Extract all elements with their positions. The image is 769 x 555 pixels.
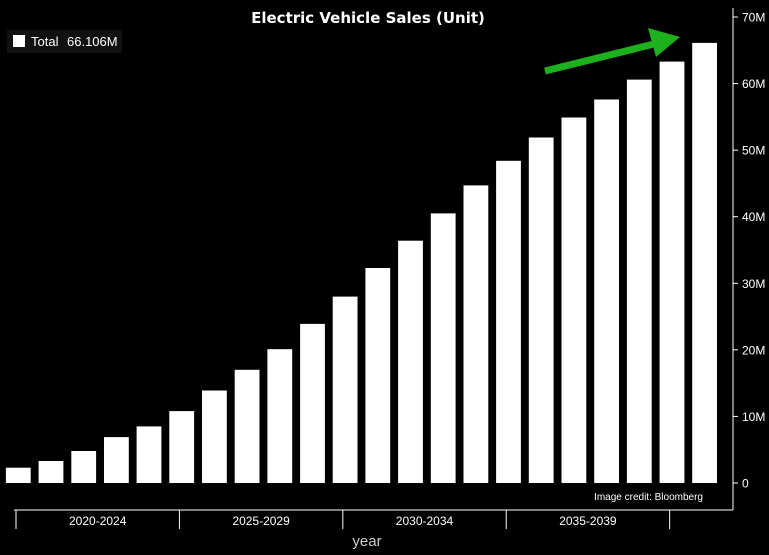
x-axis-label: year bbox=[352, 533, 381, 550]
bar bbox=[38, 461, 64, 483]
bar bbox=[300, 323, 325, 483]
bar bbox=[234, 369, 260, 483]
white-square-icon bbox=[13, 35, 25, 47]
bars-group bbox=[5, 42, 717, 484]
image-credit: Image credit: Bloomberg bbox=[594, 492, 703, 503]
y-tick-label: 20M bbox=[742, 343, 765, 357]
legend-background bbox=[7, 30, 122, 53]
bar bbox=[528, 137, 554, 483]
legend: Total 66.106M bbox=[7, 30, 122, 53]
bar bbox=[626, 79, 652, 483]
bar bbox=[398, 240, 423, 483]
bar bbox=[692, 42, 717, 484]
x-tick-label: 2025-2029 bbox=[232, 514, 290, 528]
x-tick-label: 2030-2034 bbox=[396, 514, 454, 528]
y-tick-label: 60M bbox=[742, 77, 765, 91]
y-tick-label: 30M bbox=[742, 277, 765, 291]
bar bbox=[332, 296, 358, 483]
x-ticks-group: 2020-2024 2025-2029 2030-2034 2035-2039 bbox=[15, 510, 671, 529]
legend-value: 66.106M bbox=[67, 34, 118, 49]
green-arrow-icon bbox=[544, 28, 680, 75]
bar bbox=[430, 213, 456, 483]
bar bbox=[594, 99, 619, 483]
bar bbox=[365, 268, 391, 483]
bar bbox=[463, 185, 489, 483]
bar bbox=[104, 437, 129, 483]
bar bbox=[71, 451, 97, 483]
chart-title: Electric Vehicle Sales (Unit) bbox=[251, 9, 485, 27]
y-tick-label: 50M bbox=[742, 144, 765, 158]
bar bbox=[5, 467, 31, 483]
bar bbox=[496, 160, 521, 484]
trend-arrow-head bbox=[648, 28, 680, 57]
x-tick-label: 2020-2024 bbox=[69, 514, 127, 528]
y-ticks-group: 0 10M 20M 30M 40M 50M 60M 70M bbox=[733, 11, 765, 491]
bar bbox=[136, 426, 162, 483]
x-tick-label: 2035-2039 bbox=[559, 514, 617, 528]
legend-label: Total bbox=[31, 34, 59, 49]
bar bbox=[267, 349, 293, 483]
y-tick-label: 0 bbox=[742, 477, 749, 491]
y-tick-label: 40M bbox=[742, 210, 765, 224]
bar bbox=[659, 61, 685, 483]
y-tick-label: 70M bbox=[742, 11, 765, 25]
y-tick-label: 10M bbox=[742, 410, 765, 424]
bar bbox=[202, 390, 227, 483]
bar bbox=[169, 411, 195, 483]
trend-arrow-shaft bbox=[544, 40, 655, 75]
bar bbox=[561, 117, 587, 483]
